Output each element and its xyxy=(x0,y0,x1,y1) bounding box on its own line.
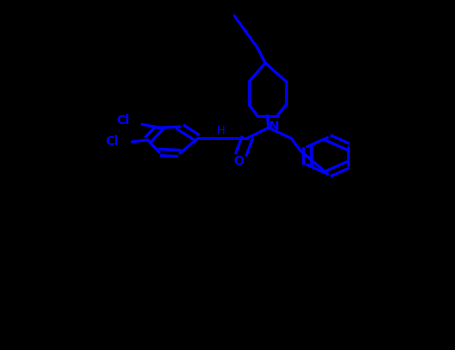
Text: O: O xyxy=(233,155,244,168)
Text: Cl: Cl xyxy=(116,114,130,127)
Text: N: N xyxy=(269,119,279,133)
Text: Cl: Cl xyxy=(105,135,119,148)
Text: H: H xyxy=(217,126,225,135)
